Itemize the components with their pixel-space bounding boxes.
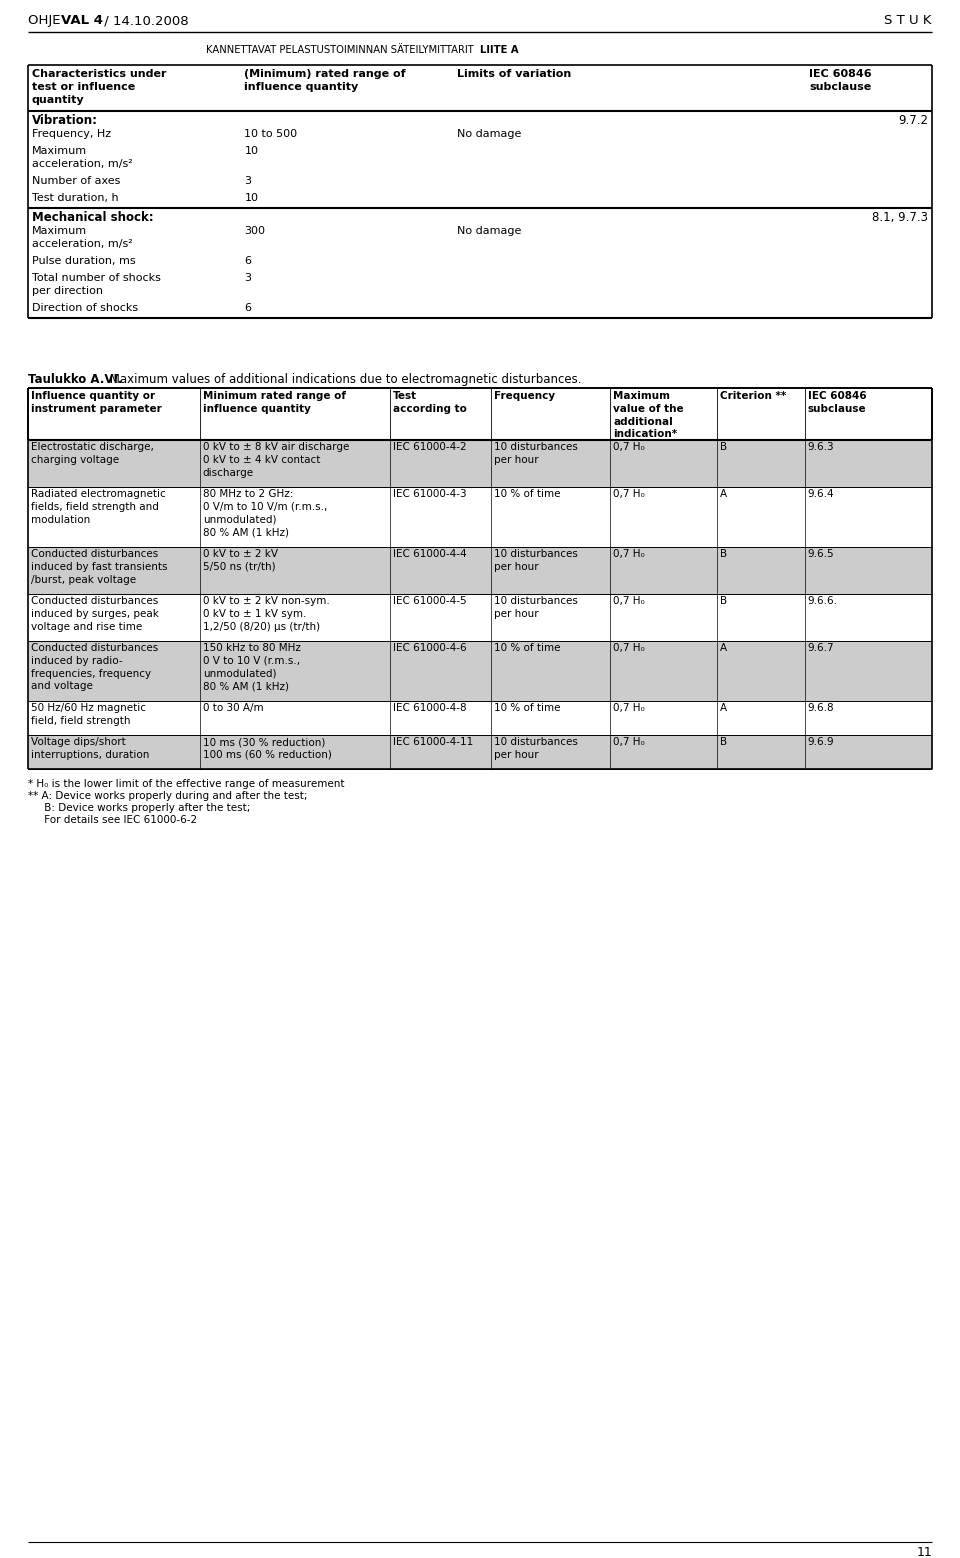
Text: B: B [720, 737, 727, 746]
Text: Test duration, h: Test duration, h [32, 193, 119, 203]
Text: B: B [720, 597, 727, 606]
Text: IEC 61000-4-5: IEC 61000-4-5 [393, 597, 467, 606]
Text: 9.6.6.: 9.6.6. [807, 597, 837, 606]
Text: * H₀ is the lower limit of the effective range of measurement: * H₀ is the lower limit of the effective… [28, 779, 345, 788]
Text: 3: 3 [245, 273, 252, 284]
Text: Test
according to: Test according to [393, 391, 467, 414]
Text: 10 disturbances
per hour: 10 disturbances per hour [493, 442, 578, 464]
Text: Mechanical shock:: Mechanical shock: [32, 210, 154, 224]
Text: 10 % of time: 10 % of time [493, 643, 561, 653]
Text: 9.6.4: 9.6.4 [807, 489, 834, 499]
Text: 10: 10 [245, 146, 258, 156]
Text: 0,7 H₀: 0,7 H₀ [613, 489, 645, 499]
Text: B: B [720, 548, 727, 559]
Text: IEC 61000-4-8: IEC 61000-4-8 [393, 703, 467, 714]
Text: Frequency, Hz: Frequency, Hz [32, 129, 111, 139]
Text: ** A: Device works properly during and after the test;: ** A: Device works properly during and a… [28, 791, 307, 801]
Text: Vibration:: Vibration: [32, 114, 98, 128]
Text: Limits of variation: Limits of variation [457, 69, 571, 79]
Text: Direction of shocks: Direction of shocks [32, 302, 138, 313]
Text: 10 disturbances
per hour: 10 disturbances per hour [493, 548, 578, 572]
Text: (Minimum) rated range of
influence quantity: (Minimum) rated range of influence quant… [245, 69, 406, 92]
Bar [28, 640, 932, 701]
Text: Total number of shocks
per direction: Total number of shocks per direction [32, 273, 161, 296]
Text: 3: 3 [245, 176, 252, 185]
Text: 0,7 H₀: 0,7 H₀ [613, 597, 645, 606]
Text: Influence quantity or
instrument parameter: Influence quantity or instrument paramet… [31, 391, 161, 414]
Text: 10 to 500: 10 to 500 [245, 129, 298, 139]
Text: 10 % of time: 10 % of time [493, 489, 561, 499]
Text: IEC 61000-4-11: IEC 61000-4-11 [393, 737, 473, 746]
Text: For details see IEC 61000-6-2: For details see IEC 61000-6-2 [28, 815, 197, 826]
Text: LIITE A: LIITE A [480, 45, 518, 55]
Text: 0,7 H₀: 0,7 H₀ [613, 643, 645, 653]
Text: 9.6.8: 9.6.8 [807, 703, 834, 714]
Text: A: A [720, 489, 727, 499]
Text: 10 disturbances
per hour: 10 disturbances per hour [493, 737, 578, 760]
Text: Number of axes: Number of axes [32, 176, 120, 185]
Text: A: A [720, 643, 727, 653]
Text: 9.7.2: 9.7.2 [898, 114, 928, 128]
Bar [28, 547, 932, 594]
Text: 10 ms (30 % reduction)
100 ms (60 % reduction): 10 ms (30 % reduction) 100 ms (60 % redu… [203, 737, 331, 760]
Text: Maximum values of additional indications due to electromagnetic disturbances.: Maximum values of additional indications… [106, 372, 582, 386]
Text: Voltage dips/short
interruptions, duration: Voltage dips/short interruptions, durati… [31, 737, 150, 760]
Text: Conducted disturbances
induced by fast transients
/burst, peak voltage: Conducted disturbances induced by fast t… [31, 548, 167, 584]
Text: A: A [720, 703, 727, 714]
Text: 9.6.9: 9.6.9 [807, 737, 834, 746]
Text: 6: 6 [245, 302, 252, 313]
Text: 150 kHz to 80 MHz
0 V to 10 V (r.m.s.,
unmodulated)
80 % AM (1 kHz): 150 kHz to 80 MHz 0 V to 10 V (r.m.s., u… [203, 643, 300, 692]
Text: / 14.10.2008: / 14.10.2008 [100, 14, 188, 26]
Text: Conducted disturbances
induced by radio-
frequencies, frequency
and voltage: Conducted disturbances induced by radio-… [31, 643, 158, 692]
Text: IEC 61000-4-3: IEC 61000-4-3 [393, 489, 467, 499]
Text: IEC 61000-4-6: IEC 61000-4-6 [393, 643, 467, 653]
Text: Frequency: Frequency [493, 391, 555, 400]
Text: 80 MHz to 2 GHz:
0 V/m to 10 V/m (r.m.s.,
unmodulated)
80 % AM (1 kHz): 80 MHz to 2 GHz: 0 V/m to 10 V/m (r.m.s.… [203, 489, 327, 538]
Text: Electrostatic discharge,
charging voltage: Electrostatic discharge, charging voltag… [31, 442, 154, 464]
Text: No damage: No damage [457, 226, 521, 235]
Text: 11: 11 [916, 1546, 932, 1558]
Text: Criterion **: Criterion ** [720, 391, 786, 400]
Text: 10 % of time: 10 % of time [493, 703, 561, 714]
Text: 10: 10 [245, 193, 258, 203]
Text: Minimum rated range of
influence quantity: Minimum rated range of influence quantit… [203, 391, 346, 414]
Text: Taulukko A.VI.: Taulukko A.VI. [28, 372, 123, 386]
Text: IEC 60846
subclause: IEC 60846 subclause [809, 69, 872, 92]
Text: No damage: No damage [457, 129, 521, 139]
Text: IEC 61000-4-4: IEC 61000-4-4 [393, 548, 467, 559]
Text: VAL 4: VAL 4 [61, 14, 103, 26]
Text: OHJE: OHJE [28, 14, 64, 26]
Text: 0,7 H₀: 0,7 H₀ [613, 548, 645, 559]
Text: B: Device works properly after the test;: B: Device works properly after the test; [28, 802, 251, 813]
Text: Characteristics under
test or influence
quantity: Characteristics under test or influence … [32, 69, 166, 106]
Text: Maximum
acceleration, m/s²: Maximum acceleration, m/s² [32, 226, 132, 249]
Text: 9.6.5: 9.6.5 [807, 548, 834, 559]
Text: 0 kV to ± 2 kV
5/50 ns (tr/th): 0 kV to ± 2 kV 5/50 ns (tr/th) [203, 548, 277, 572]
Text: 300: 300 [245, 226, 265, 235]
Text: Radiated electromagnetic
fields, field strength and
modulation: Radiated electromagnetic fields, field s… [31, 489, 166, 525]
Text: 9.6.3: 9.6.3 [807, 442, 834, 452]
Text: 10 disturbances
per hour: 10 disturbances per hour [493, 597, 578, 619]
Text: Maximum
acceleration, m/s²: Maximum acceleration, m/s² [32, 146, 132, 170]
Bar [28, 439, 932, 488]
Text: IEC 61000-4-2: IEC 61000-4-2 [393, 442, 467, 452]
Text: 0,7 H₀: 0,7 H₀ [613, 737, 645, 746]
Text: KANNETTAVAT PELASTUSTOIMINNAN SÄTEILYMITTARIT: KANNETTAVAT PELASTUSTOIMINNAN SÄTEILYMIT… [206, 45, 480, 55]
Text: IEC 60846
subclause: IEC 60846 subclause [807, 391, 866, 414]
Text: 8.1, 9.7.3: 8.1, 9.7.3 [872, 210, 928, 224]
Text: S T U K: S T U K [884, 14, 932, 26]
Text: Maximum
value of the
additional
indication*: Maximum value of the additional indicati… [613, 391, 684, 439]
Text: 0 kV to ± 8 kV air discharge
0 kV to ± 4 kV contact
discharge: 0 kV to ± 8 kV air discharge 0 kV to ± 4… [203, 442, 349, 478]
Text: Pulse duration, ms: Pulse duration, ms [32, 256, 135, 266]
Text: 0,7 H₀: 0,7 H₀ [613, 442, 645, 452]
Text: 0,7 H₀: 0,7 H₀ [613, 703, 645, 714]
Bar [28, 735, 932, 770]
Text: B: B [720, 442, 727, 452]
Text: 0 to 30 A/m: 0 to 30 A/m [203, 703, 263, 714]
Text: 0 kV to ± 2 kV non-sym.
0 kV to ± 1 kV sym.
1,2/50 (8/20) μs (tr/th): 0 kV to ± 2 kV non-sym. 0 kV to ± 1 kV s… [203, 597, 329, 631]
Text: 50 Hz/60 Hz magnetic
field, field strength: 50 Hz/60 Hz magnetic field, field streng… [31, 703, 146, 726]
Text: Conducted disturbances
induced by surges, peak
voltage and rise time: Conducted disturbances induced by surges… [31, 597, 158, 631]
Text: 6: 6 [245, 256, 252, 266]
Text: 9.6.7: 9.6.7 [807, 643, 834, 653]
